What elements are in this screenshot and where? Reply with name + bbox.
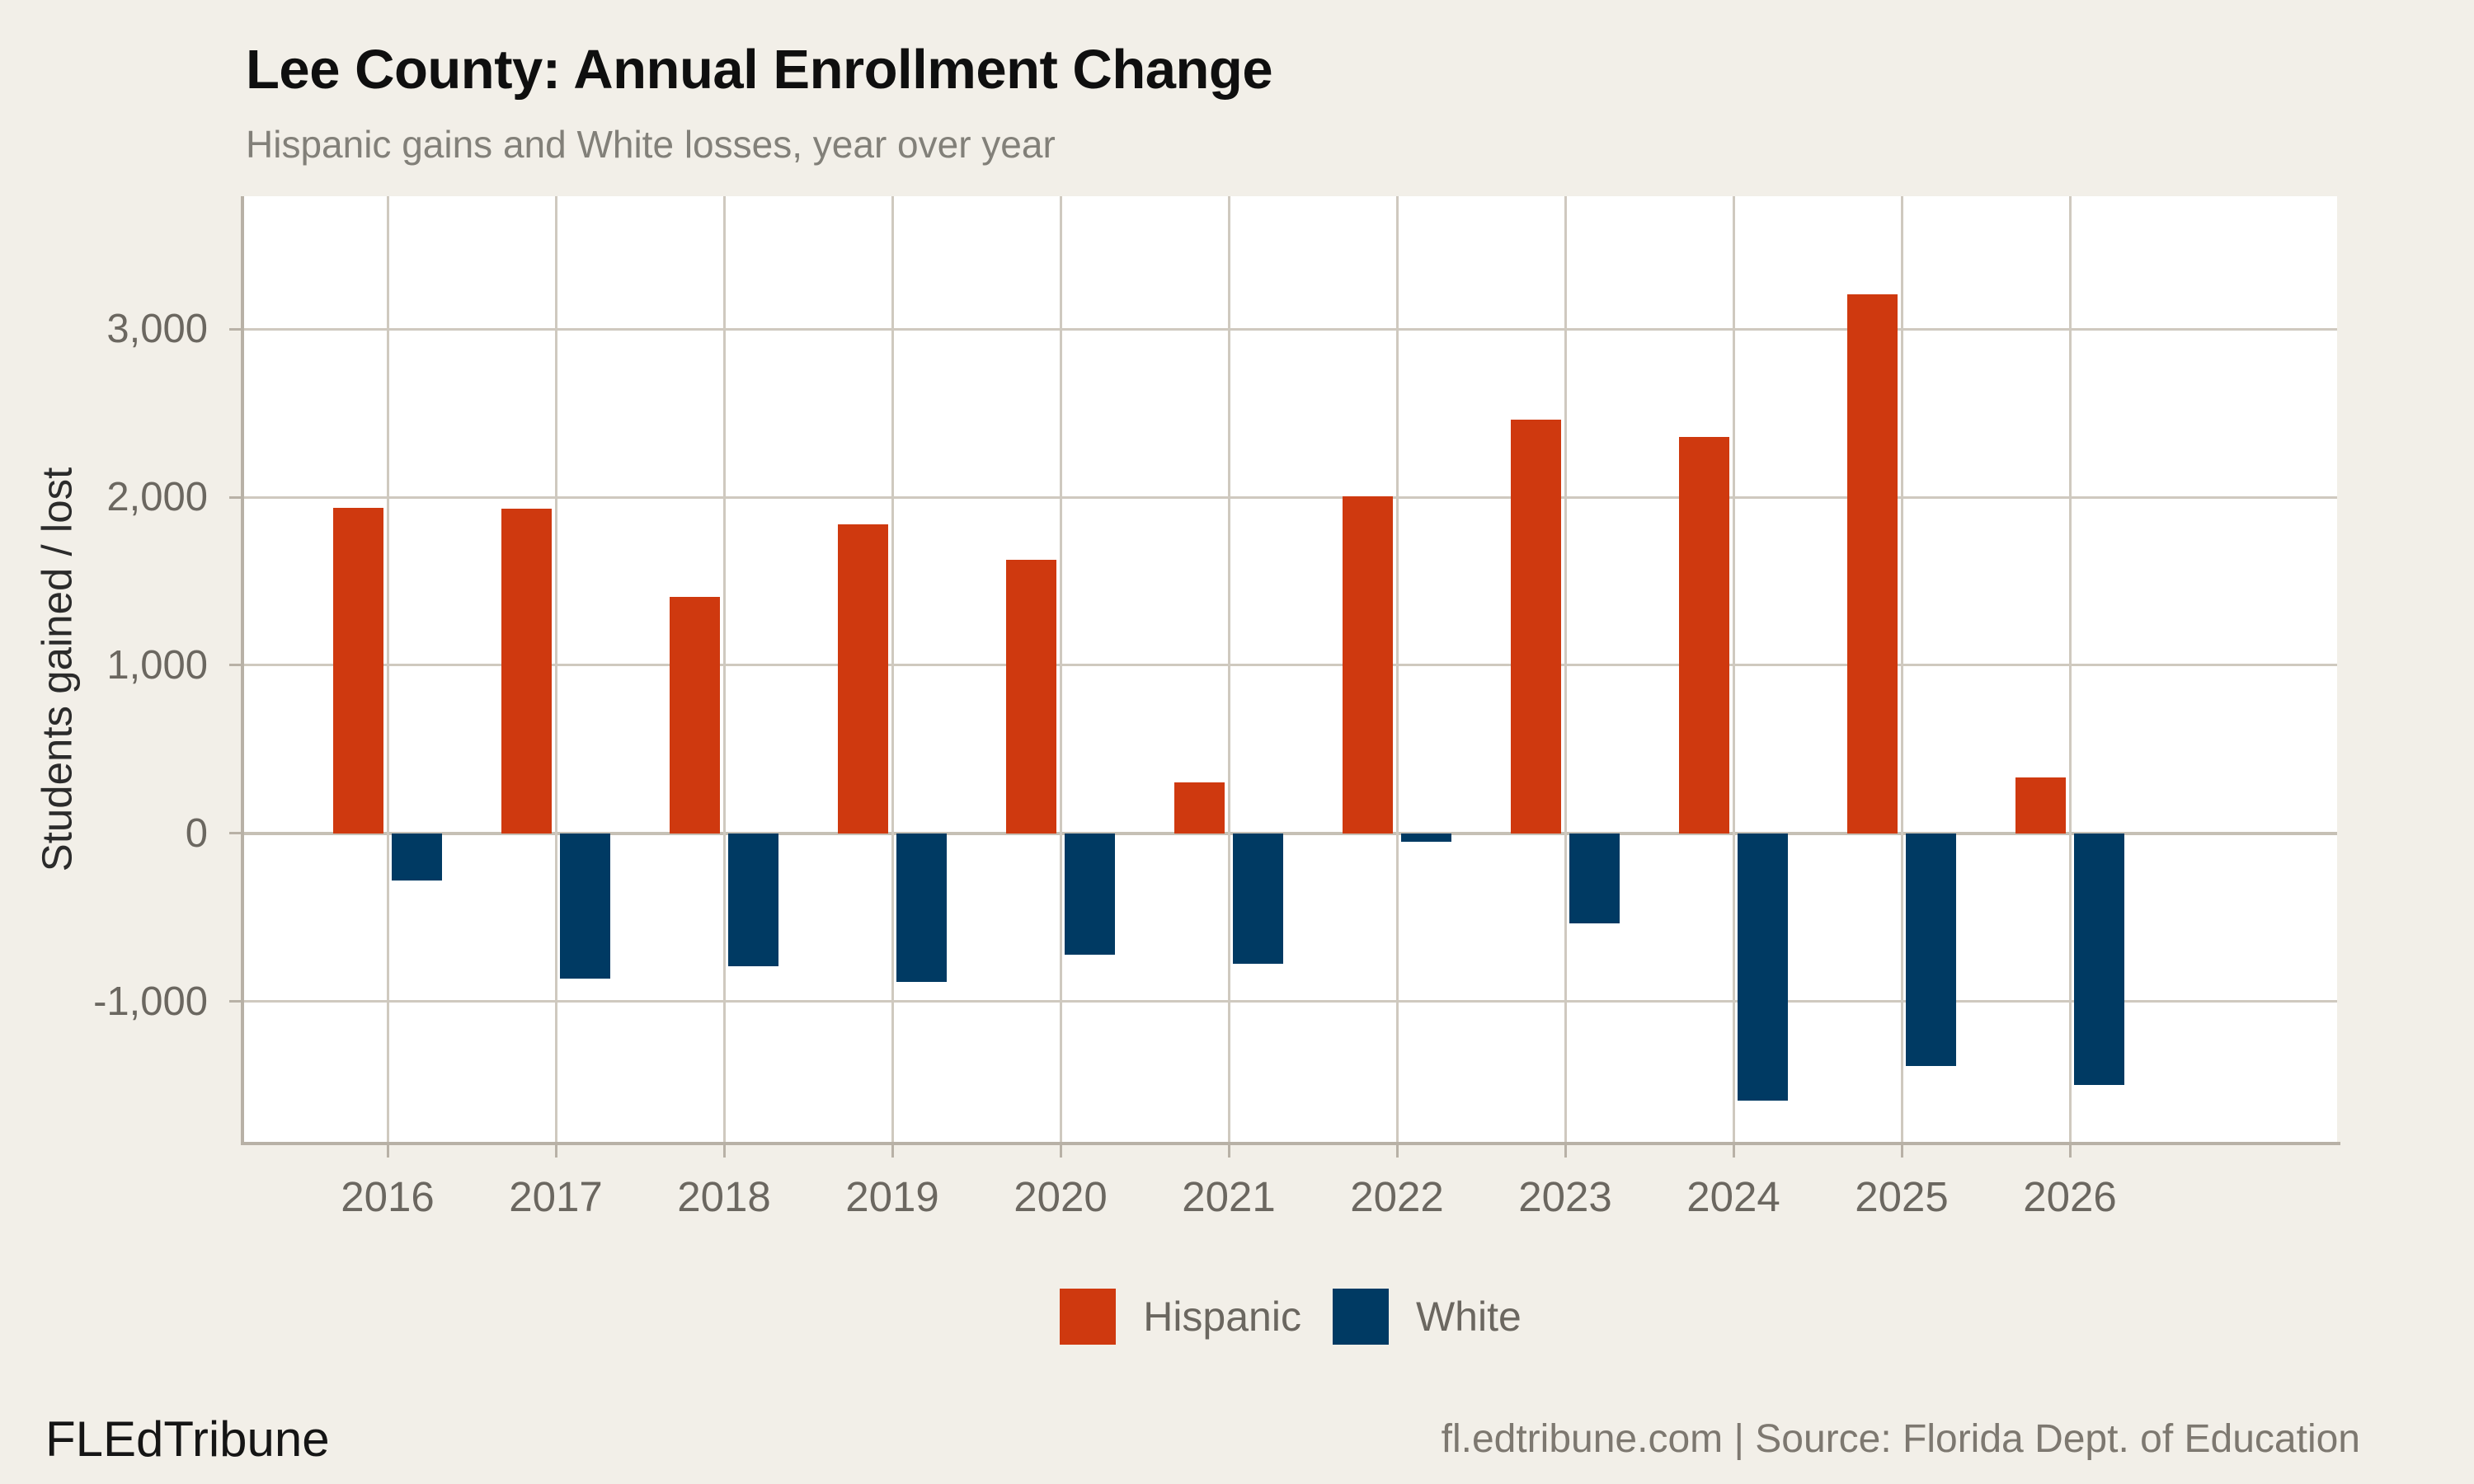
- bar-hispanic-2026: [2015, 777, 2066, 834]
- gridline-y-1000: [244, 664, 2337, 667]
- gridline-y-0: [244, 831, 2337, 835]
- x-tick-mark-2024: [1732, 1145, 1735, 1158]
- x-tick-label-2016: 2016: [341, 1173, 435, 1220]
- bar-white-2024: [1738, 833, 1788, 1101]
- legend-swatch-white: [1332, 1289, 1389, 1345]
- y-tick-label-3000: 3,000: [106, 307, 208, 352]
- bar-hispanic-2022: [1343, 495, 1393, 834]
- bar-hispanic-2018: [670, 597, 720, 834]
- chart-title: Lee County: Annual Enrollment Change: [246, 39, 1273, 101]
- bar-white-2019: [896, 833, 947, 983]
- x-tick-label-2022: 2022: [1350, 1173, 1444, 1220]
- gridline-x-2024: [1732, 196, 1735, 1142]
- gridline-x-2016: [386, 196, 389, 1142]
- x-tick-label-2018: 2018: [677, 1173, 771, 1220]
- brand-logo: FLEdTribune: [45, 1411, 330, 1467]
- x-tick-label-2020: 2020: [1014, 1173, 1108, 1220]
- x-tick-mark-2017: [554, 1145, 557, 1158]
- bar-white-2017: [560, 833, 610, 979]
- bar-white-2025: [1906, 833, 1956, 1067]
- gridline-x-2023: [1564, 196, 1567, 1142]
- y-tick-mark-2000: [229, 495, 241, 499]
- gridline-x-2020: [1059, 196, 1062, 1142]
- bar-white-2023: [1569, 833, 1620, 923]
- bar-white-2018: [728, 833, 778, 966]
- gridline-x-2017: [554, 196, 557, 1142]
- x-tick-label-2023: 2023: [1518, 1173, 1612, 1220]
- y-tick-mark-1000: [229, 664, 241, 667]
- bar-hispanic-2017: [501, 509, 552, 834]
- gridline-y-2000: [244, 495, 2337, 499]
- gridline-x-2019: [891, 196, 894, 1142]
- x-tick-mark-2019: [891, 1145, 894, 1158]
- source-credit: fl.edtribune.com | Source: Florida Dept.…: [1441, 1416, 2360, 1461]
- gridline-x-2021: [1227, 196, 1230, 1142]
- gridline-y-3000: [244, 327, 2337, 331]
- legend-label-hispanic: Hispanic: [1143, 1294, 1301, 1340]
- bar-hispanic-2020: [1006, 560, 1056, 834]
- gridline-x-2025: [1900, 196, 1903, 1142]
- bar-hispanic-2025: [1847, 294, 1898, 834]
- y-tick-label--1000: -1,000: [93, 979, 208, 1024]
- x-tick-label-2017: 2017: [509, 1173, 603, 1220]
- footer: FLEdTribune fl.edtribune.com | Source: F…: [45, 1402, 2360, 1476]
- y-axis-line: [241, 196, 244, 1145]
- y-tick-mark-0: [229, 832, 241, 835]
- x-tick-label-2024: 2024: [1686, 1173, 1780, 1220]
- x-tick-mark-2026: [2068, 1145, 2072, 1158]
- gridline-y--1000: [244, 1000, 2337, 1003]
- bar-white-2026: [2074, 833, 2124, 1085]
- bar-hispanic-2016: [333, 508, 383, 834]
- x-tick-mark-2018: [722, 1145, 726, 1158]
- bar-hispanic-2024: [1679, 436, 1729, 834]
- gridline-x-2018: [722, 196, 726, 1142]
- legend-swatch-hispanic: [1060, 1289, 1117, 1345]
- y-tick-label-1000: 1,000: [106, 642, 208, 688]
- chart-subtitle: Hispanic gains and White losses, year ov…: [246, 123, 1056, 166]
- bar-hispanic-2019: [838, 524, 888, 834]
- x-tick-mark-2025: [1900, 1145, 1903, 1158]
- gridline-x-2026: [2068, 196, 2072, 1142]
- bar-hispanic-2023: [1511, 420, 1561, 834]
- x-tick-mark-2021: [1227, 1145, 1230, 1158]
- x-tick-mark-2022: [1395, 1145, 1399, 1158]
- y-tick-mark-3000: [229, 327, 241, 331]
- bar-white-2020: [1065, 833, 1115, 955]
- x-tick-label-2025: 2025: [1855, 1173, 1949, 1220]
- bar-white-2021: [1233, 833, 1283, 964]
- legend-entry-hispanic: Hispanic: [1060, 1289, 1301, 1345]
- x-tick-mark-2016: [386, 1145, 389, 1158]
- bar-hispanic-2021: [1174, 782, 1225, 834]
- x-tick-mark-2023: [1564, 1145, 1567, 1158]
- x-tick-mark-2020: [1059, 1145, 1062, 1158]
- y-tick-mark--1000: [229, 1000, 241, 1003]
- plot-area: [244, 196, 2337, 1142]
- x-tick-label-2021: 2021: [1182, 1173, 1276, 1220]
- gridline-x-2022: [1395, 196, 1399, 1142]
- legend-entry-white: White: [1332, 1289, 1522, 1345]
- y-tick-label-2000: 2,000: [106, 475, 208, 519]
- x-tick-label-2019: 2019: [845, 1173, 939, 1220]
- x-tick-label-2026: 2026: [2023, 1173, 2117, 1220]
- x-axis-line: [241, 1142, 2340, 1145]
- bar-white-2016: [392, 833, 442, 881]
- legend: Hispanic White: [244, 1284, 2337, 1350]
- legend-label-white: White: [1415, 1294, 1522, 1340]
- y-tick-label-0: 0: [185, 810, 208, 856]
- bar-white-2022: [1401, 833, 1451, 842]
